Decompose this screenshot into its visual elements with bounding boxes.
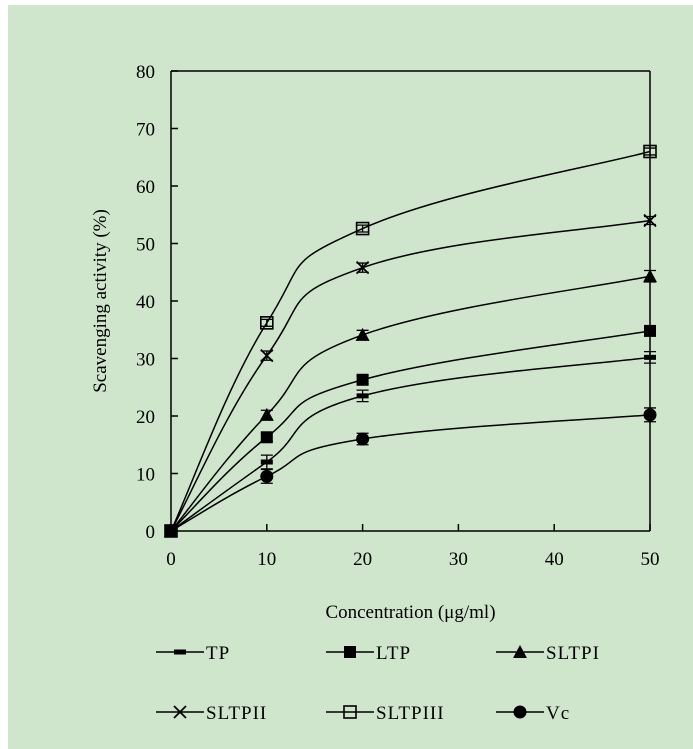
x-tick-label: 50 xyxy=(641,549,660,570)
data-point-vc xyxy=(260,469,274,483)
legend-item-sltpii: SLTPII xyxy=(156,703,267,724)
legend-item-sltpi: SLTPI xyxy=(496,643,600,664)
data-point-sltpii xyxy=(643,213,657,228)
y-tick-label: 20 xyxy=(136,407,155,428)
y-tick-label: 70 xyxy=(136,120,155,141)
y-axis-title: Scavenging activity (%) xyxy=(90,209,111,393)
legend-marker-sltpii xyxy=(173,705,187,719)
legend-item-vc: Vc xyxy=(496,703,570,724)
data-point-ltp xyxy=(644,324,656,337)
error-bar-sltpiii xyxy=(260,318,273,327)
legend-marker-vc xyxy=(513,705,527,719)
data-point-ltp xyxy=(356,373,369,386)
data-point-vc xyxy=(356,432,370,446)
chart-background: 0 10 20 30 40 50 60 70 80 0 10 20 30 40 50 Concentrati… xyxy=(8,5,693,749)
data-point-sltpii xyxy=(260,348,274,363)
error-bar-sltpiii xyxy=(356,224,369,233)
data-point-sltpiii xyxy=(355,221,370,236)
series-line-vc xyxy=(170,414,651,532)
data-point-tp xyxy=(356,393,369,399)
data-point-sltpi xyxy=(643,269,657,283)
y-tick-label: 30 xyxy=(136,350,155,371)
legend-label-sltpii: SLTPII xyxy=(206,703,267,724)
series-line-tp xyxy=(170,356,651,532)
x-tick-label: 20 xyxy=(353,549,372,570)
legend-item-ltp: LTP xyxy=(326,643,411,664)
axis-ticks: 0 10 20 30 40 50 60 70 80 0 10 20 30 40 50 xyxy=(136,62,660,570)
data-point-tp xyxy=(644,354,656,360)
series-line-sltpii xyxy=(170,219,651,532)
series-layer xyxy=(164,144,657,538)
x-tick-label: 10 xyxy=(257,549,276,570)
legend-item-sltpiii: SLTPIII xyxy=(326,703,445,724)
scavenging-activity-chart: 0 10 20 30 40 50 60 70 80 0 10 20 30 40 50 Concentrati… xyxy=(90,62,660,724)
data-point-sltpii xyxy=(355,261,370,275)
error-bar-sltpiii xyxy=(644,147,656,156)
legend-marker-tp xyxy=(174,649,186,655)
data-point-vc xyxy=(643,408,657,422)
legend-item-tp: TP xyxy=(156,643,230,664)
y-tick-label: 10 xyxy=(136,465,155,486)
series-line-sltpi xyxy=(170,275,651,532)
data-point-sltpi xyxy=(259,407,274,421)
y-tick-label: 60 xyxy=(136,177,155,198)
x-tick-label: 30 xyxy=(449,549,468,570)
legend: TP LTP SLTPI SLTPII SLTPIII Vc xyxy=(156,643,600,724)
legend-label-sltpiii: SLTPIII xyxy=(376,703,445,724)
legend-label-sltpi: SLTPI xyxy=(546,643,600,664)
series-tp xyxy=(165,350,656,534)
series-sltpi xyxy=(164,269,657,537)
y-tick-label: 0 xyxy=(146,522,156,543)
legend-marker-sltpi xyxy=(513,645,527,658)
data-point-sltpiii xyxy=(260,316,274,330)
x-tick-label: 0 xyxy=(166,549,176,570)
data-point-vc xyxy=(164,524,178,538)
series-vc xyxy=(164,407,657,538)
series-ltp xyxy=(165,324,656,537)
plot-area: 0 10 20 30 40 50 60 70 80 0 10 20 30 40 50 xyxy=(136,62,660,570)
data-point-tp xyxy=(260,459,273,465)
legend-label-tp: TP xyxy=(206,643,230,664)
y-tick-label: 40 xyxy=(136,292,155,313)
series-line-ltp xyxy=(170,330,651,532)
legend-label-vc: Vc xyxy=(546,703,570,724)
legend-marker-sltpiii xyxy=(343,705,357,719)
data-point-sltpi xyxy=(355,327,370,341)
series-line-sltpiii xyxy=(170,150,651,532)
x-tick-label: 40 xyxy=(545,549,564,570)
x-axis-title: Concentration (μg/ml) xyxy=(325,602,495,623)
y-tick-label: 50 xyxy=(136,235,155,256)
legend-label-ltp: LTP xyxy=(376,643,411,664)
data-point-sltpiii xyxy=(643,144,657,159)
data-point-ltp xyxy=(260,431,273,444)
y-tick-label: 80 xyxy=(136,62,155,83)
legend-marker-ltp xyxy=(344,646,356,658)
